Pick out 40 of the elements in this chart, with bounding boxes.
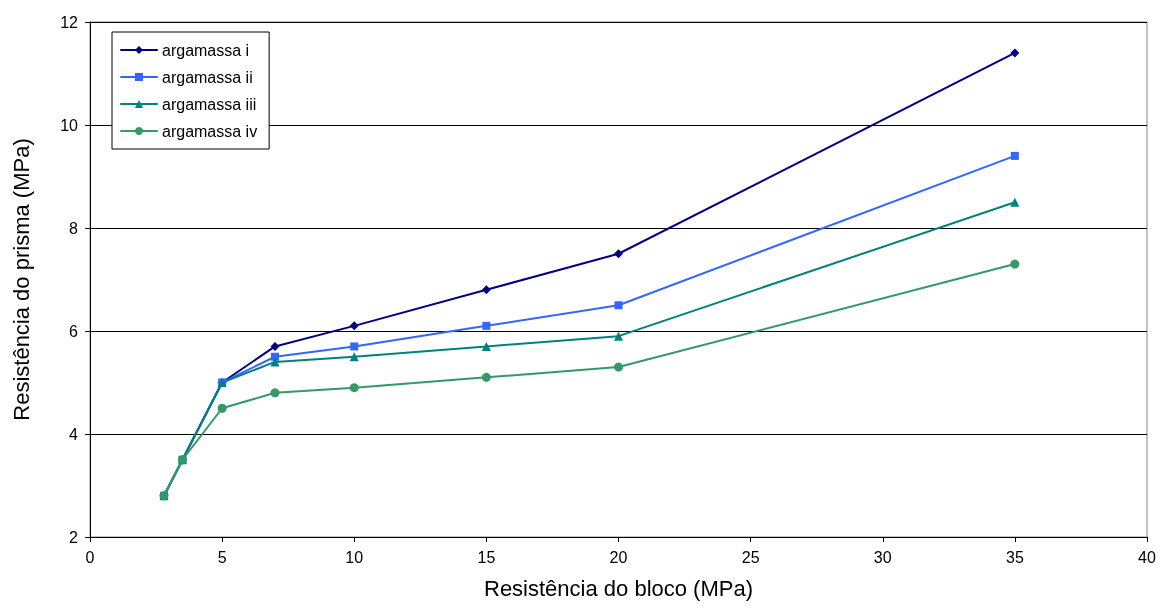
point (614, 301, 623, 310)
x-tick-label: 0 (85, 548, 95, 566)
point (481, 372, 491, 382)
x-tick-label: 10 (345, 548, 364, 566)
x-tick-label: 15 (477, 548, 496, 566)
point (614, 331, 623, 341)
point (1010, 48, 1020, 58)
y-axis-title: Resistência do prisma (MPa) (8, 138, 34, 421)
point (349, 383, 359, 393)
point (270, 357, 280, 367)
x-tick-label: 20 (609, 548, 628, 566)
point (217, 403, 227, 413)
point (482, 321, 491, 330)
y-tick-label: 12 (60, 13, 79, 31)
point (481, 285, 491, 295)
point (481, 341, 491, 351)
y-tick-label: 10 (60, 116, 79, 134)
point (270, 341, 280, 351)
y-tick-label: 2 (69, 528, 79, 546)
x-tick-label: 5 (217, 548, 227, 566)
legend-label: argamassa iii (162, 95, 257, 113)
point (614, 362, 623, 372)
x-tick-label: 35 (1005, 548, 1024, 566)
x-axis-title: Resistência do bloco (MPa) (483, 575, 754, 601)
y-tick-label: 4 (69, 425, 79, 443)
legend-label: argamassa iv (162, 122, 258, 140)
y-tick-label: 8 (69, 219, 79, 237)
x-tick-label: 40 (1138, 548, 1156, 566)
point (614, 249, 623, 259)
point (270, 388, 280, 398)
x-tick-label: 30 (873, 548, 892, 566)
point (350, 342, 359, 351)
point (1010, 151, 1019, 160)
point (1010, 197, 1020, 207)
point (349, 321, 359, 331)
point (1010, 259, 1020, 269)
x-tick-label: 25 (741, 548, 760, 566)
y-tick-label: 6 (69, 322, 79, 340)
legend-label: argamassa ii (162, 68, 253, 86)
legend-label: argamassa i (162, 41, 250, 59)
